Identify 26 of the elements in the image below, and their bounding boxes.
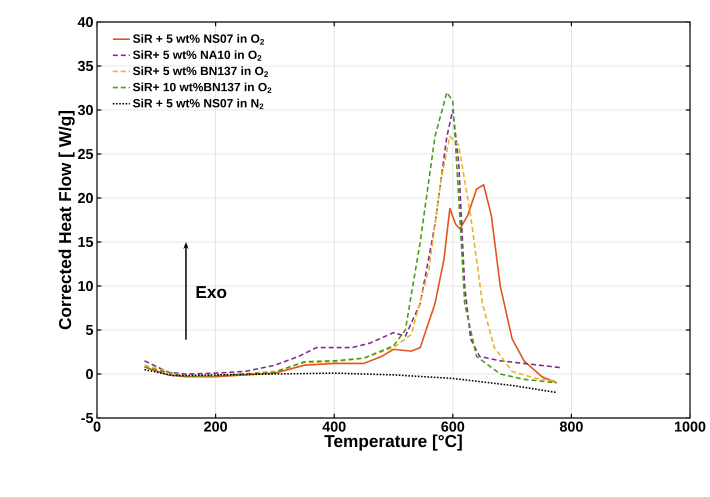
legend-label: SiR+ 5 wt% BN137 in O$_{2}$: [132, 66, 268, 77]
y-tick-label: 25: [78, 148, 94, 160]
x-tick-label: 1000: [674, 422, 706, 432]
y-tick-label: 15: [78, 236, 94, 248]
line-series: [144, 368, 558, 394]
x-axis-title: Temperature [°C]: [324, 434, 462, 451]
y-tick-label: 35: [78, 60, 94, 72]
x-tick-label: 0: [94, 422, 100, 432]
x-tick-label: 400: [322, 422, 346, 432]
y-tick-label: 0: [86, 368, 93, 380]
y-tick-label: 5: [86, 324, 94, 336]
line-series: [144, 184, 558, 384]
x-tick-label: 200: [204, 422, 227, 432]
legend-label: SiR+ 10 wt%BN137 in O$_{2}$: [132, 82, 272, 93]
y-tick-label: -5: [81, 412, 94, 424]
y-tick-label: 40: [78, 16, 93, 28]
annotation: Exo: [196, 286, 226, 298]
y-tick-label: 10: [78, 280, 93, 292]
legend-label: SiR + 5 wt% NS07 in N$_{2}$: [132, 98, 264, 110]
legend-label: SiR+ 5 wt% NA10 in O$_{2}$: [132, 50, 262, 61]
y-tick-label: 20: [78, 192, 93, 204]
y-tick-label: 30: [78, 104, 93, 116]
x-tick-label: 800: [560, 422, 583, 432]
legend-label: SiR + 5 wt% NS07 in O$_{2}$: [132, 34, 264, 45]
y-axis-title: Corrected Heat Flow [ W/g]: [58, 110, 75, 330]
x-tick-label: 600: [441, 422, 464, 432]
